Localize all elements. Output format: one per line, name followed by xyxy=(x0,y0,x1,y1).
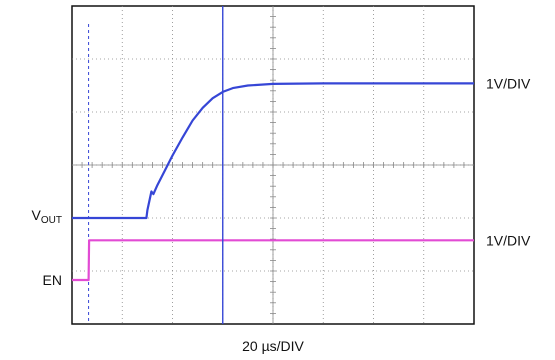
vout-label: VOUT xyxy=(32,207,62,226)
en-scale-label: 1V/DIV xyxy=(486,232,531,248)
x-axis-label: 20 µs/DIV xyxy=(242,338,304,354)
vout-scale-label: 1V/DIV xyxy=(486,75,531,91)
vout-trace xyxy=(72,82,474,220)
en-trace xyxy=(72,239,474,282)
en-label: EN xyxy=(43,272,62,288)
traces xyxy=(72,82,474,282)
